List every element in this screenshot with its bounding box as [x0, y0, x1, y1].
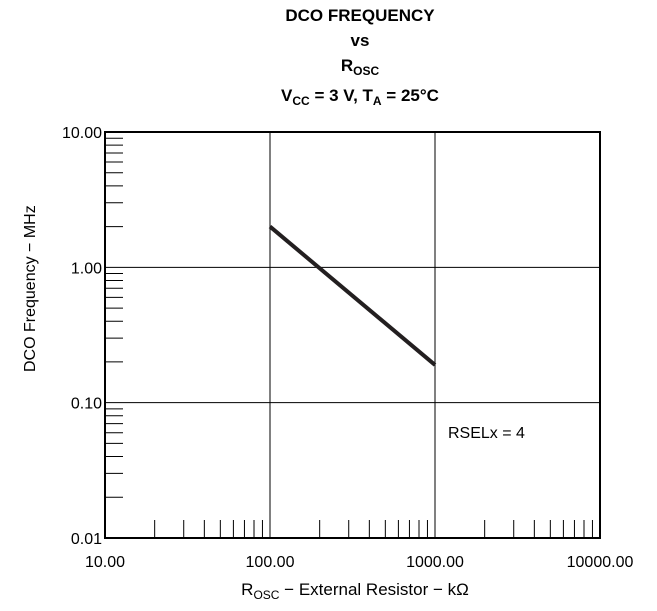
y-tick-label: 10.00	[62, 125, 102, 142]
x-tick-label: 100.00	[246, 554, 295, 571]
y-tick-label: 0.10	[71, 396, 102, 413]
annotation-background	[438, 412, 558, 450]
x-tick-label: 10000.00	[567, 554, 634, 571]
annotation-rselx: RSELx = 4	[448, 425, 525, 442]
y-tick-label: 1.00	[71, 260, 102, 277]
chart-title-line-2: vs	[350, 31, 370, 50]
series-line	[268, 225, 437, 367]
y-tick-label: 0.01	[71, 531, 102, 548]
x-tick-label: 10.00	[85, 554, 125, 571]
chart-title-line-1: DCO FREQUENCY	[285, 6, 435, 25]
x-tick-label: 1000.00	[406, 554, 464, 571]
chart-title-line-4: VCC = 3 V, TA = 25°C	[281, 86, 439, 108]
x-axis-label: ROSC − External Resistor − kΩ	[241, 580, 469, 602]
chart-title-line-3: ROSC	[340, 56, 380, 78]
plot-frame	[104, 131, 601, 539]
